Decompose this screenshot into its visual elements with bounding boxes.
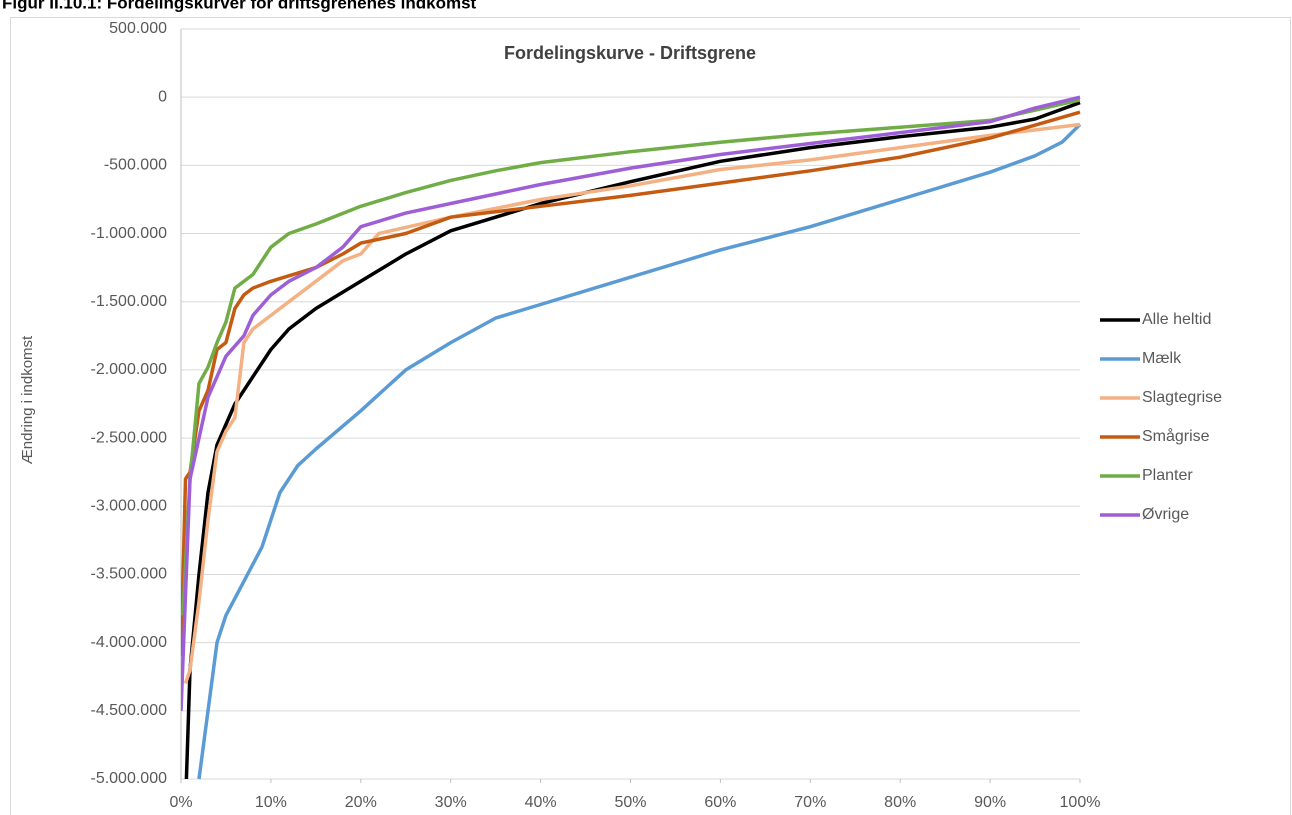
series-line (197, 123, 1082, 780)
x-tick-label: 70% (794, 794, 826, 811)
y-tick-label: -500.000 (104, 157, 167, 174)
legend-label: Smågrise (1142, 427, 1210, 445)
chart-frame (10, 17, 1291, 815)
x-tick-label: 0% (169, 794, 192, 811)
legend-label: Planter (1142, 467, 1193, 484)
x-tick-label: 50% (614, 794, 646, 811)
series-line (181, 95, 1081, 711)
legend-label: Alle heltid (1142, 311, 1211, 328)
y-tick-label: -4.000.000 (90, 634, 167, 651)
y-tick-label: -2.000.000 (90, 361, 167, 378)
figure-caption: Figur II.10.1: Fordelingskurver for drif… (2, 0, 477, 12)
plot-lines (181, 95, 1082, 780)
series-line (184, 100, 1081, 780)
y-tick-label: 0 (158, 88, 167, 105)
x-tick-label: 10% (255, 794, 287, 811)
chart-title: Fordelingskurve - Driftsgrene (504, 43, 756, 63)
x-tick-label: 40% (525, 794, 557, 811)
legend-label: Slagtegrise (1142, 389, 1222, 406)
legend-label: Mælk (1142, 350, 1182, 367)
y-tick-label: -3.000.000 (90, 497, 167, 514)
y-tick-label: -4.500.000 (90, 702, 167, 719)
y-tick-label: -3.500.000 (90, 566, 167, 583)
y-tick-label: -1.000.000 (90, 225, 167, 242)
y-tick-label: -2.500.000 (90, 429, 167, 446)
y-tick-label: -1.500.000 (90, 293, 167, 310)
y-axis-label: Ændring i indkomst (19, 335, 36, 464)
series-line (183, 122, 1081, 685)
x-tick-label: 30% (435, 794, 467, 811)
y-tick-label: -5.000.000 (90, 770, 167, 787)
x-tick-label: 100% (1060, 794, 1101, 811)
x-tick-label: 90% (974, 794, 1006, 811)
y-tick-label: 500.000 (109, 20, 167, 37)
series-line (181, 98, 1081, 616)
x-tick-label: 20% (345, 794, 377, 811)
x-tick-label: 60% (704, 794, 736, 811)
legend-label: Øvrige (1142, 506, 1189, 523)
x-tick-label: 80% (884, 794, 916, 811)
